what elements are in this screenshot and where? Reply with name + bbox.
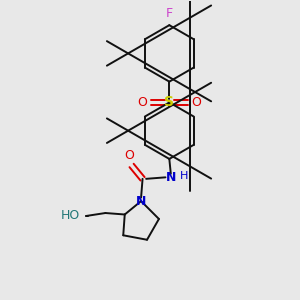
Text: O: O	[137, 96, 147, 109]
Text: O: O	[192, 96, 202, 109]
Text: HO: HO	[61, 209, 80, 223]
Text: N: N	[136, 195, 146, 208]
Text: O: O	[124, 149, 134, 163]
Text: H: H	[180, 171, 189, 181]
Text: S: S	[164, 95, 174, 110]
Text: N: N	[166, 171, 176, 184]
Text: F: F	[166, 7, 173, 20]
